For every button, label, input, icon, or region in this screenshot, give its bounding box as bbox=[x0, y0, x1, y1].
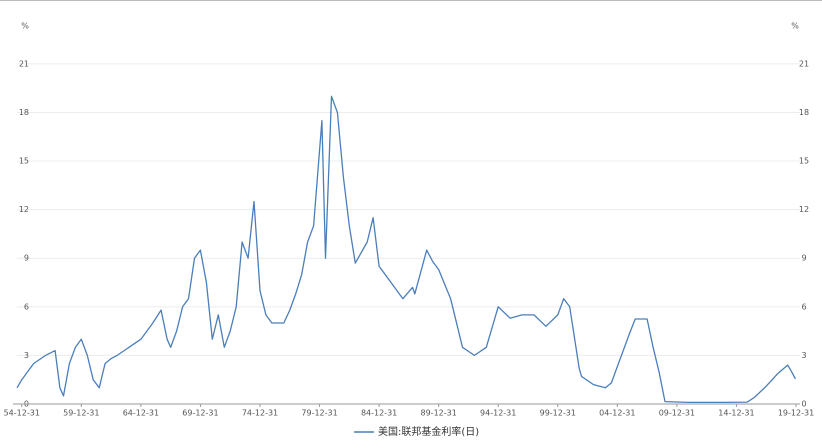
x-tick-label: 74-12-31 bbox=[242, 409, 278, 418]
x-tick-label: 89-12-31 bbox=[421, 409, 457, 418]
x-tick-label: 79-12-31 bbox=[301, 409, 337, 418]
y2-tick-label: 12 bbox=[799, 205, 809, 214]
x-tick-label: 69-12-31 bbox=[182, 409, 218, 418]
y-tick-label: 6 bbox=[24, 302, 29, 311]
y2-tick-label: 15 bbox=[799, 157, 809, 166]
y-tick-label: 21 bbox=[19, 59, 29, 68]
y2-tick-label: 6 bbox=[801, 302, 806, 311]
y-tick-label: 9 bbox=[24, 254, 29, 263]
x-tick-label: 84-12-31 bbox=[361, 409, 397, 418]
x-tick-label: 14-12-31 bbox=[718, 409, 754, 418]
x-tick-label: 09-12-31 bbox=[659, 409, 695, 418]
x-tick-label: 94-12-31 bbox=[480, 409, 516, 418]
x-tick-label: 59-12-31 bbox=[63, 409, 99, 418]
x-tick-label: 54-12-31 bbox=[4, 409, 40, 418]
y2-tick-label: 21 bbox=[799, 59, 809, 68]
legend-label: 美国:联邦基金利率(日) bbox=[378, 425, 479, 438]
y2-unit: % bbox=[791, 22, 799, 31]
x-tick-label: 64-12-31 bbox=[123, 409, 159, 418]
x-tick-label: 19-12-31 bbox=[778, 409, 814, 418]
y2-tick-label: 0 bbox=[801, 400, 806, 409]
y-unit: % bbox=[21, 22, 29, 31]
y-tick-label: 12 bbox=[19, 205, 29, 214]
y2-tick-label: 3 bbox=[801, 351, 806, 360]
y-tick-label: 18 bbox=[19, 108, 29, 117]
y2-tick-label: 9 bbox=[801, 254, 806, 263]
y-tick-label: 15 bbox=[19, 157, 29, 166]
y-tick-label: 3 bbox=[24, 351, 29, 360]
y2-tick-label: 18 bbox=[799, 108, 809, 117]
x-tick-label: 04-12-31 bbox=[599, 409, 635, 418]
x-tick-label: 99-12-31 bbox=[540, 409, 576, 418]
series-line bbox=[16, 95, 796, 404]
